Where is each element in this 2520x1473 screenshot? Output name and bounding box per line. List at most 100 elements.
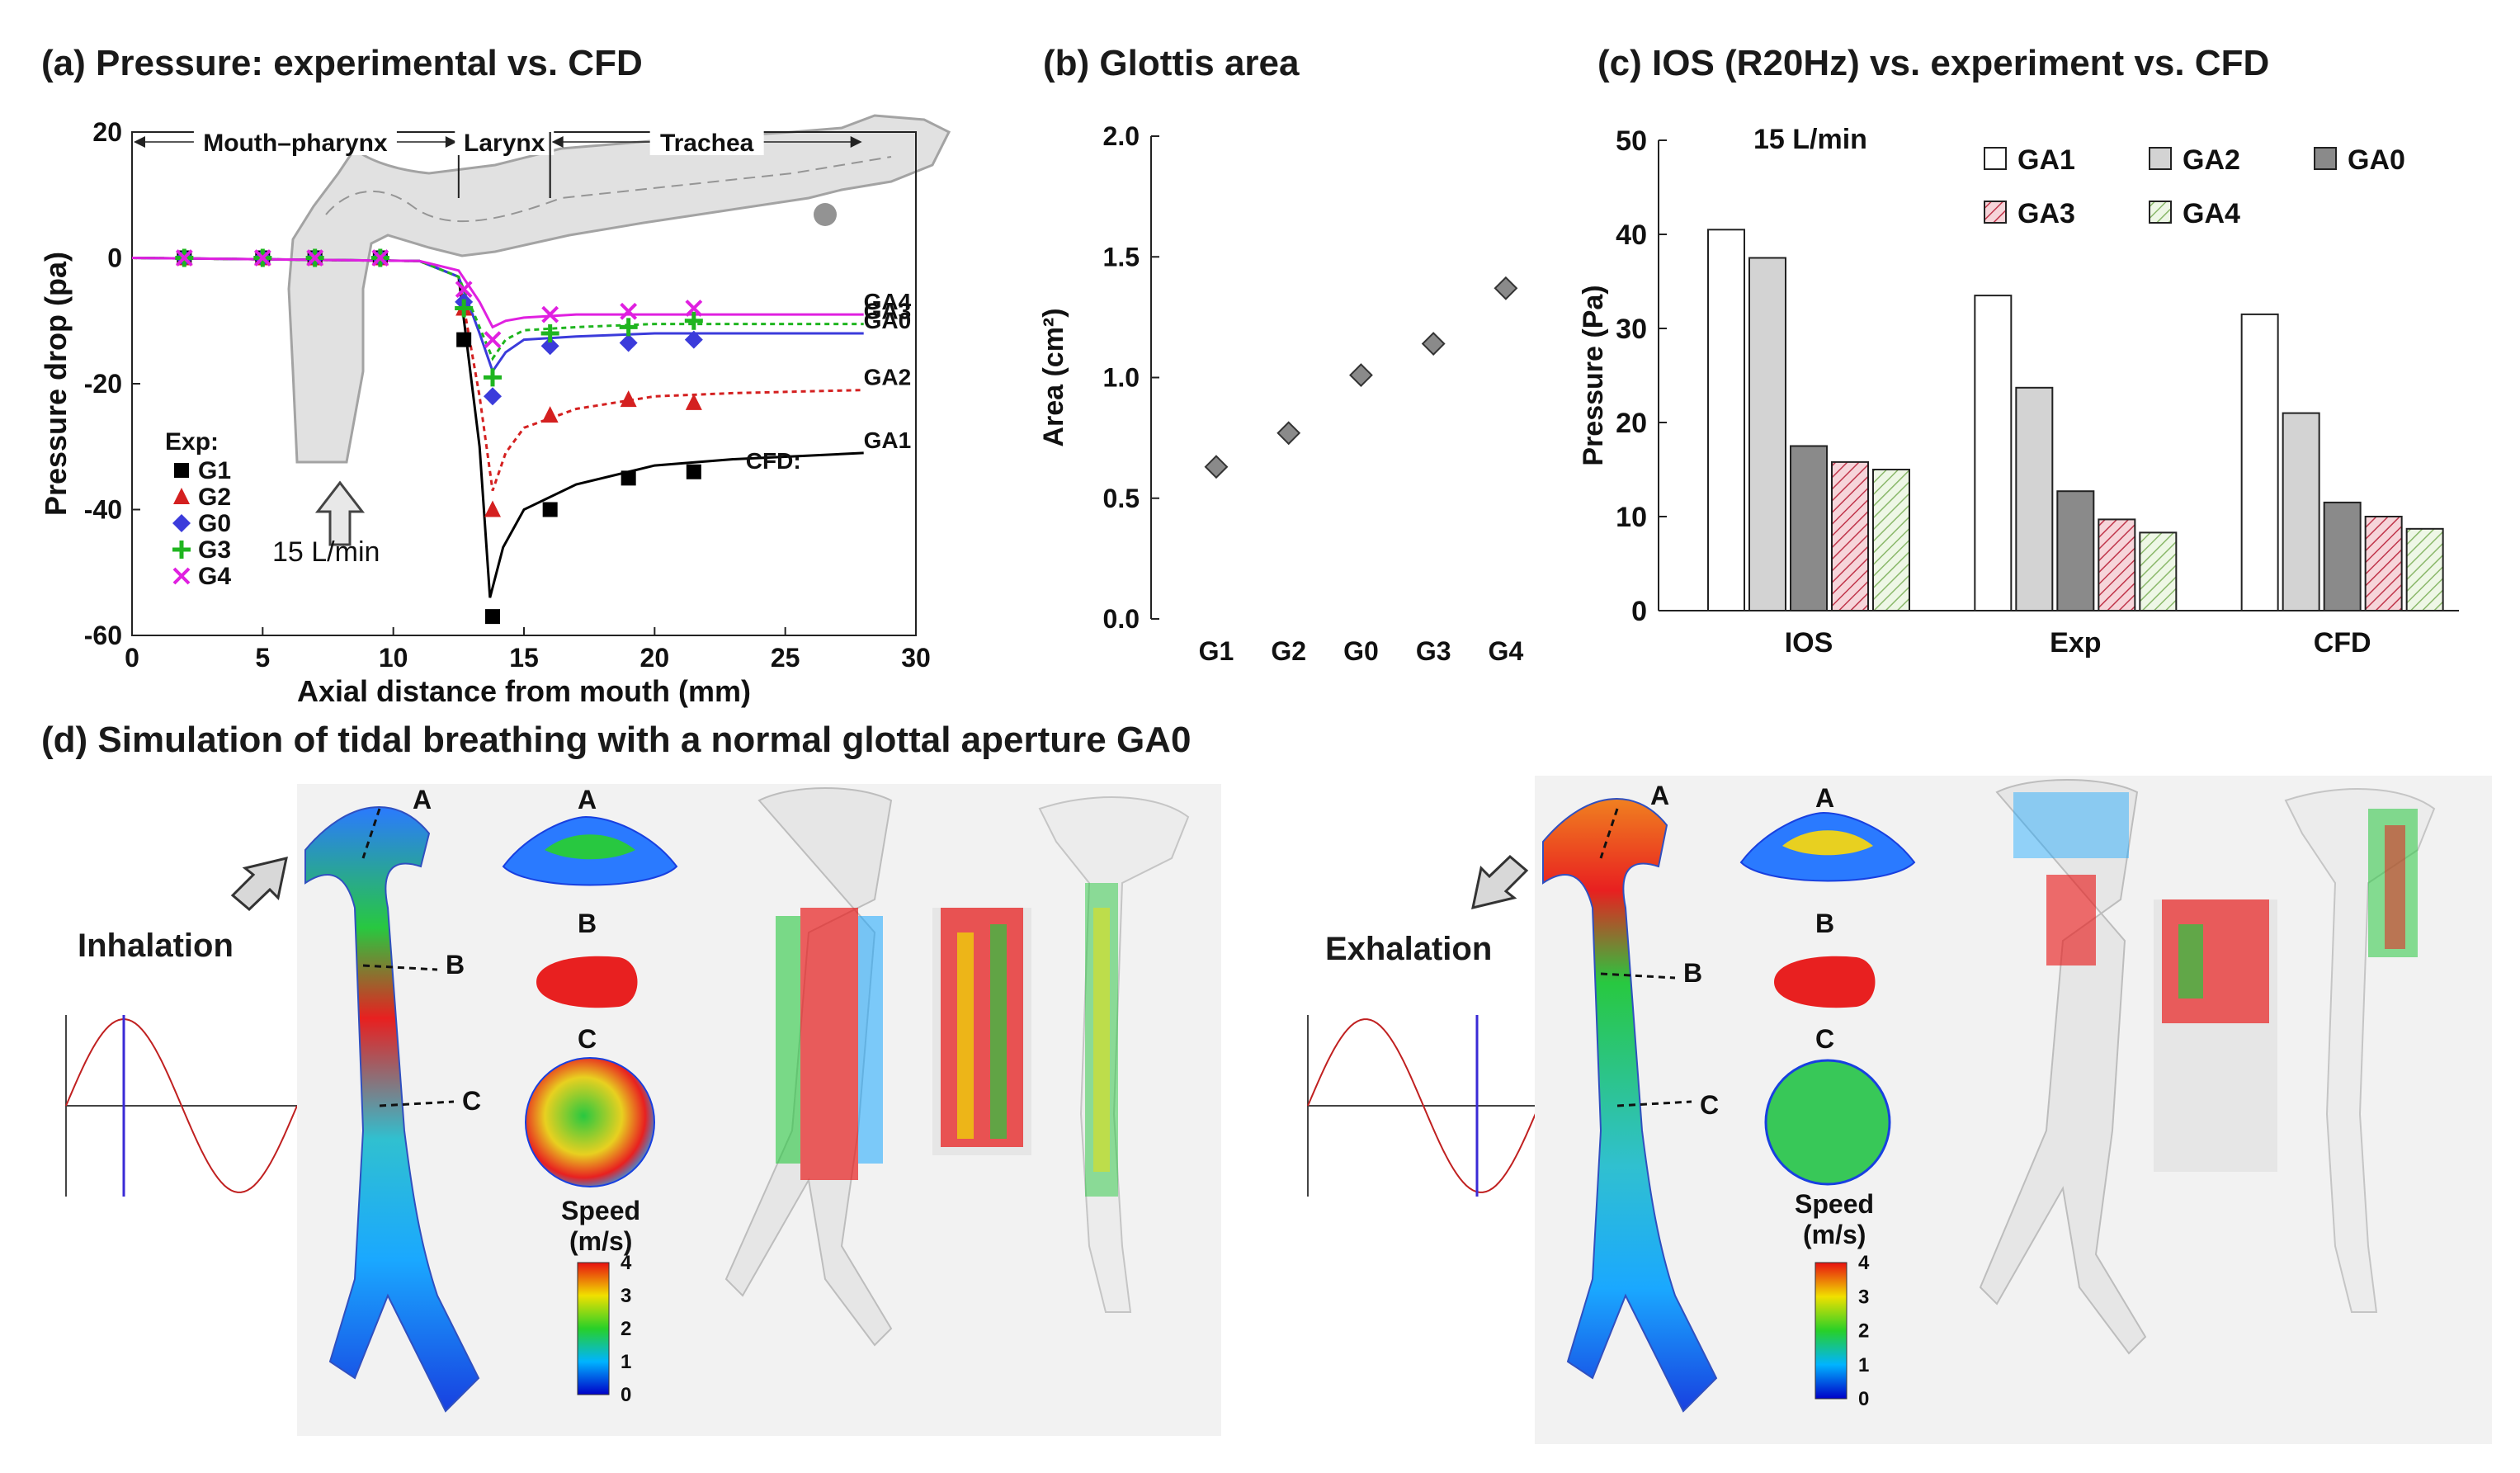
y-tick-label: 1.5	[1103, 242, 1140, 271]
exp-point-g2	[685, 393, 702, 410]
cfd-label-ga0: GA0	[864, 308, 912, 333]
region-label-bg	[455, 129, 554, 155]
x-tick-label: 30	[901, 643, 931, 673]
cfd-legend-title: CFD:	[746, 448, 801, 474]
exh-section-a-label: A	[1650, 781, 1669, 810]
speed-tick-label: 1	[621, 1351, 631, 1373]
y-tick-label: 20	[1616, 408, 1647, 439]
speed-colorbar-title: Speed	[561, 1196, 640, 1225]
x-tick-label: G2	[1271, 636, 1306, 666]
exh-vortex-render-zoom	[2154, 899, 2277, 1172]
bar-cfd-ga4	[2405, 527, 2444, 612]
inhalation-breathing-waveform	[65, 1015, 298, 1197]
region-label: Larynx	[464, 130, 545, 157]
speed-tick-label: 0	[621, 1384, 631, 1406]
panel-a-title: (a) Pressure: experimental vs. CFD	[41, 43, 643, 83]
bar-ios-ga4	[1872, 469, 1910, 611]
area-point-g4	[1494, 276, 1518, 300]
exp-point-g2	[541, 406, 559, 423]
exh-vortex-render-front	[1979, 779, 2147, 1355]
bar-ios-ga0	[1790, 445, 1828, 611]
x-tick-label: G1	[1199, 636, 1234, 666]
legend-label-ga4: GA4	[2183, 198, 2240, 229]
exp-legend-label-g4: G4	[198, 563, 231, 590]
exhalation-label: Exhalation	[1325, 931, 1493, 967]
exp-point-g4	[371, 249, 389, 267]
x-axis-label: Axial distance from mouth (mm)	[297, 674, 751, 708]
bar-cfd-ga2	[2282, 412, 2320, 611]
cross-section-b-title: B	[578, 909, 597, 938]
x-tick-label: 0	[125, 643, 139, 673]
speed-colorbar-unit: (m/s)	[569, 1226, 632, 1256]
inhalation-direction-arrow-icon	[230, 856, 288, 912]
panel-b-title: (b) Glottis area	[1043, 43, 1300, 83]
cfd-label-ga3: GA3	[864, 299, 912, 324]
vortex-render-front	[724, 787, 893, 1347]
flow-arrow-icon	[314, 480, 366, 546]
inhalation-simulation-render: A B C A B C Speed (m/s) 4 3 2 1 0	[297, 784, 1221, 1436]
legend-swatch-ga0	[2314, 147, 2337, 170]
y-tick-label: -40	[84, 495, 122, 525]
exhalation-breathing-waveform	[1307, 1015, 1540, 1197]
x-tick-label: CFD	[2314, 627, 2371, 659]
cfd-label-ga2: GA2	[864, 365, 912, 390]
exh-cross-section-b-title: B	[1815, 909, 1834, 938]
exp-legend-marker-g1	[174, 463, 189, 478]
exhalation-direction-arrow-icon	[1471, 854, 1529, 910]
exh-cross-section-c-title: C	[1815, 1024, 1834, 1054]
area-point-g0	[1349, 363, 1373, 387]
region-label: Trachea	[660, 130, 754, 157]
exp-point-g1	[456, 332, 472, 347]
legend-label-ga1: GA1	[2017, 144, 2075, 176]
region-arrow-icon	[551, 136, 564, 148]
area-point-g1	[1204, 455, 1229, 479]
y-tick-label: 30	[1616, 314, 1647, 345]
exh-section-c-label: C	[1700, 1090, 1719, 1120]
region-label-bg	[649, 129, 764, 155]
x-tick-label: 15	[509, 643, 539, 673]
y-tick-label: 0.5	[1103, 484, 1140, 513]
bar-cfd-ga0	[2323, 501, 2362, 611]
exp-point-g3	[455, 299, 474, 318]
legend-swatch-ga4	[2149, 201, 2172, 224]
bar-ios-ga2	[1748, 257, 1786, 611]
y-tick-label: 50	[1616, 125, 1647, 157]
speed-tick-label: 2	[621, 1318, 631, 1340]
exp-point-g1	[621, 470, 636, 486]
flow-rate-label: 15 L/min	[1753, 124, 1867, 155]
y-tick-label: 20	[92, 117, 122, 147]
exp-point-g0	[619, 333, 638, 352]
area-point-g3	[1421, 332, 1446, 356]
exp-legend-label-g0: G0	[198, 510, 231, 537]
exh-section-b-label: B	[1683, 958, 1702, 988]
cfd-line-ga4	[131, 257, 864, 329]
cross-section-a-title: A	[578, 785, 597, 814]
exh-speed-colorbar-unit: (m/s)	[1803, 1220, 1866, 1249]
x-tick-label: G3	[1416, 636, 1451, 666]
exp-legend-title: Exp:	[165, 428, 219, 456]
vortex-render-side	[1038, 796, 1190, 1313]
inhalation-label: Inhalation	[78, 928, 234, 964]
speed-tick-label: 4	[1858, 1252, 1870, 1274]
legend-swatch-ga1	[1984, 147, 2007, 170]
exp-legend-marker-g0	[172, 514, 191, 532]
region-arrow-icon	[850, 136, 862, 148]
exp-point-g0	[684, 330, 703, 349]
exp-point-g4	[455, 281, 473, 299]
pressure-drop-chart: 0 5 10 15 20 25 30 20 0 -20 -40 -60 Axial distance f…	[39, 114, 951, 708]
exp-point-g4	[253, 249, 271, 267]
exh-speed-colorbar-title: Speed	[1795, 1189, 1874, 1219]
exp-legend-label-g2: G2	[198, 484, 231, 511]
y-tick-label: -20	[84, 369, 122, 399]
y-tick-label: 10	[1616, 502, 1647, 533]
y-tick-label: 40	[1616, 220, 1647, 251]
exp-legend-marker-g4	[172, 567, 191, 585]
cfd-line-ga1	[131, 257, 864, 598]
exhalation-simulation-render: A B C A B C Speed (m/s) 4 3 2 1 0	[1535, 776, 2492, 1444]
x-tick-label: 10	[379, 643, 408, 673]
exp-legend-marker-g3	[172, 541, 191, 559]
y-tick-label: 1.0	[1103, 363, 1140, 393]
cfd-line-ga3	[131, 257, 864, 361]
bar-ios-ga1	[1707, 229, 1745, 612]
ios-bar-chart: 0 10 20 30 40 50 Pressure (Pa) 15 L/min IOS Exp CF…	[1578, 124, 2459, 659]
